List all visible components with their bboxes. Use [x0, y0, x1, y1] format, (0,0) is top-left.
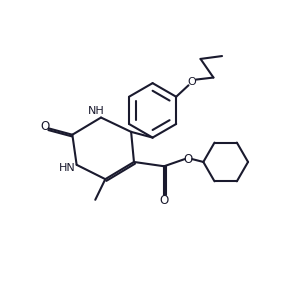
- Text: HN: HN: [59, 163, 76, 173]
- Text: O: O: [184, 153, 193, 166]
- Text: O: O: [187, 77, 196, 87]
- Text: O: O: [40, 121, 49, 133]
- Text: O: O: [160, 194, 169, 207]
- Text: NH: NH: [88, 106, 104, 116]
